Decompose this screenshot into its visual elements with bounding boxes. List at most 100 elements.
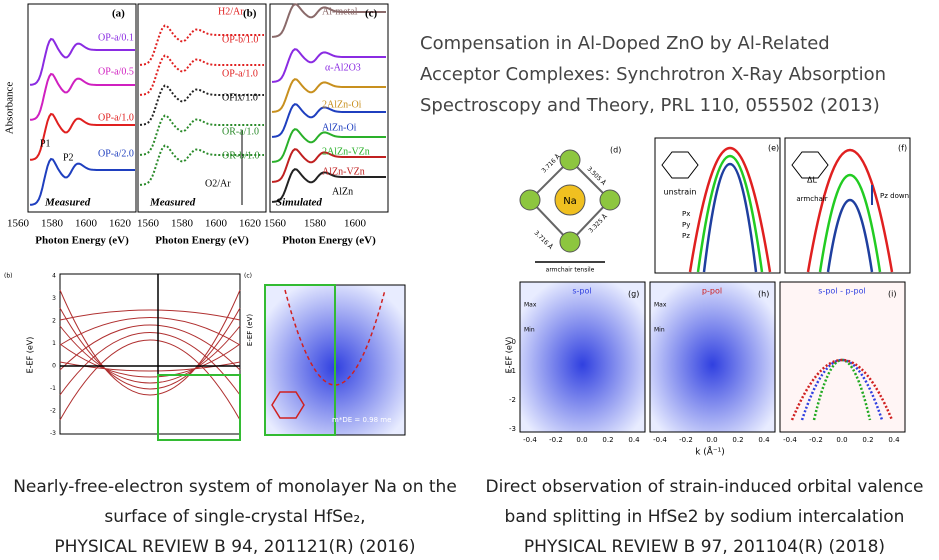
pz-down-label: Pz down — [880, 192, 909, 200]
x-tick-label: 1580 — [171, 218, 194, 230]
x-label: k (Å⁻¹) — [695, 446, 725, 458]
panel-label: (b) — [243, 8, 257, 20]
band — [828, 200, 872, 272]
curve-label: AlZn — [332, 186, 353, 197]
x-tick-label: -0.2 — [679, 436, 693, 444]
distance: 3.325 Å — [588, 212, 610, 234]
orbital-label: Py — [682, 221, 690, 229]
measured-label: Measured — [44, 197, 91, 209]
x-tick-label: 1560 — [137, 218, 160, 230]
peak-label: P1 — [40, 138, 51, 149]
caption-line: surface of single-crystal HfSe₂, — [0, 502, 470, 532]
x-label: Photon Energy (eV) — [282, 235, 376, 247]
page: Absorbance (a) (b) (c) Photon Energy (eV… — [0, 0, 939, 560]
x-tick-label: 0.0 — [576, 436, 587, 444]
y-tick-label: 4 — [52, 273, 56, 280]
curve-label: OR-a/1.0 — [222, 126, 259, 137]
x-label: Photon Energy (eV) — [155, 235, 249, 247]
map — [650, 282, 775, 432]
curve-label: AlZn-Oi — [322, 122, 357, 133]
panel-label: (i) — [888, 290, 896, 299]
x-tick-label: 0.2 — [602, 436, 613, 444]
panel-label: (d) — [610, 146, 621, 155]
caption-line: Nearly-free-electron system of monolayer… — [0, 472, 470, 502]
panel-frame — [785, 138, 910, 273]
x-tick-label: 0.2 — [732, 436, 743, 444]
map-label: s-pol — [572, 287, 591, 296]
curve-label: 2AlZn-Oi — [322, 99, 362, 110]
x-tick-label: 0.2 — [862, 436, 873, 444]
y-label: Absorbance — [4, 82, 16, 135]
band — [698, 156, 762, 272]
y-label: E-EF (eV) — [505, 337, 514, 374]
panel-label: (e) — [768, 144, 779, 153]
x-tick-label: 0.0 — [706, 436, 717, 444]
x-tick-label: 1580 — [41, 218, 64, 230]
mass-label: m*DE = 0.98 me — [332, 416, 391, 424]
y-label: E-EF (eV) — [26, 337, 35, 374]
min-label: Min — [654, 327, 665, 334]
panel-label: (c) — [365, 8, 378, 20]
title-line: Compensation in Al-Doped ZnO by Al-Relat… — [420, 33, 830, 54]
x-tick-label: -0.4 — [523, 436, 537, 444]
x-tick-label: -0.2 — [809, 436, 823, 444]
panel-label: (b) — [4, 273, 13, 280]
figure-collage: Absorbance (a) (b) (c) Photon Energy (eV… — [0, 0, 939, 460]
curve-label: OFix/1.0 — [222, 92, 258, 103]
x-tick-label: -0.4 — [653, 436, 667, 444]
panel-label: (c) — [244, 273, 252, 280]
x-tick-label: 1600 — [75, 218, 98, 230]
x-tick-label: 1600 — [344, 218, 367, 230]
panel-label: (g) — [628, 290, 639, 299]
x-tick-label: 0.0 — [836, 436, 847, 444]
x-tick-label: 0.4 — [888, 436, 900, 444]
caption-left: Nearly-free-electron system of monolayer… — [0, 472, 470, 560]
orbital-bands — [662, 148, 892, 272]
distance: 3.716 Å — [533, 230, 555, 252]
panel-label: (f) — [898, 144, 907, 153]
curve-label: AlZn-VZn — [322, 166, 365, 177]
x-tick-label: 1620 — [109, 218, 132, 230]
panel-label: (h) — [758, 290, 769, 299]
map-label: s-pol - p-pol — [818, 287, 865, 296]
armchair-label: armchair — [796, 195, 827, 203]
curve-label: OP-a/0.5 — [98, 66, 134, 77]
spectrum — [30, 39, 135, 85]
arpes-maps: (g) s-pol Max Min -0.4 -0.2 0.0 0.2 0.4 (h) p-pol M… — [509, 282, 905, 444]
max-label: Max — [524, 302, 537, 309]
caption-right: Direct observation of strain-induced orb… — [470, 472, 939, 560]
band-frame — [60, 274, 240, 434]
curve-label: Al-metal — [322, 6, 358, 17]
peak-label: P2 — [63, 152, 74, 163]
x-tick-label: 1620 — [239, 218, 262, 230]
simulated-label: Simulated — [276, 197, 322, 209]
curve-label: OP-a/1.0 — [98, 112, 134, 123]
curve-label: α-Al2O3 — [325, 62, 361, 73]
title-line: Acceptor Complexes: Synchrotron X-Ray Ab… — [420, 64, 886, 85]
y-tick-label: -2 — [50, 408, 56, 415]
distance: 3.505 Å — [586, 166, 608, 188]
x-tick-label: -0.2 — [549, 436, 563, 444]
curve-label: OP-a/0.1 — [98, 32, 134, 43]
y-tick-label: 2 — [52, 318, 56, 325]
unstrain-label: unstrain — [664, 188, 697, 197]
curve-label: OP-a/1.0 — [222, 68, 258, 79]
title-line: Spectroscopy and Theory, PRL 110, 055502… — [420, 95, 880, 116]
x-tick-label: 1560 — [264, 218, 287, 230]
caption-line: band splitting in HfSe2 by sodium interc… — [470, 502, 939, 532]
max-label: Max — [654, 302, 667, 309]
curve-label: O2/Ar — [205, 178, 231, 189]
caption-line: PHYSICAL REVIEW B 97, 201104(R) (2018) — [470, 532, 939, 560]
y-tick-label: -3 — [509, 425, 516, 433]
map — [520, 282, 645, 432]
hexagon — [662, 152, 698, 178]
tensile-label: armchair tensile — [546, 267, 595, 274]
x-label: Photon Energy (eV) — [35, 235, 129, 247]
panel-label: (a) — [112, 8, 125, 20]
curve-label: OR-b/1.0 — [222, 150, 260, 161]
curve-label: 2AlZn-VZn — [322, 146, 370, 157]
x-tick-label: 1560 — [7, 218, 30, 230]
map-label: p-pol — [702, 287, 722, 296]
band — [704, 164, 756, 272]
y-tick-label: 0 — [52, 363, 56, 370]
